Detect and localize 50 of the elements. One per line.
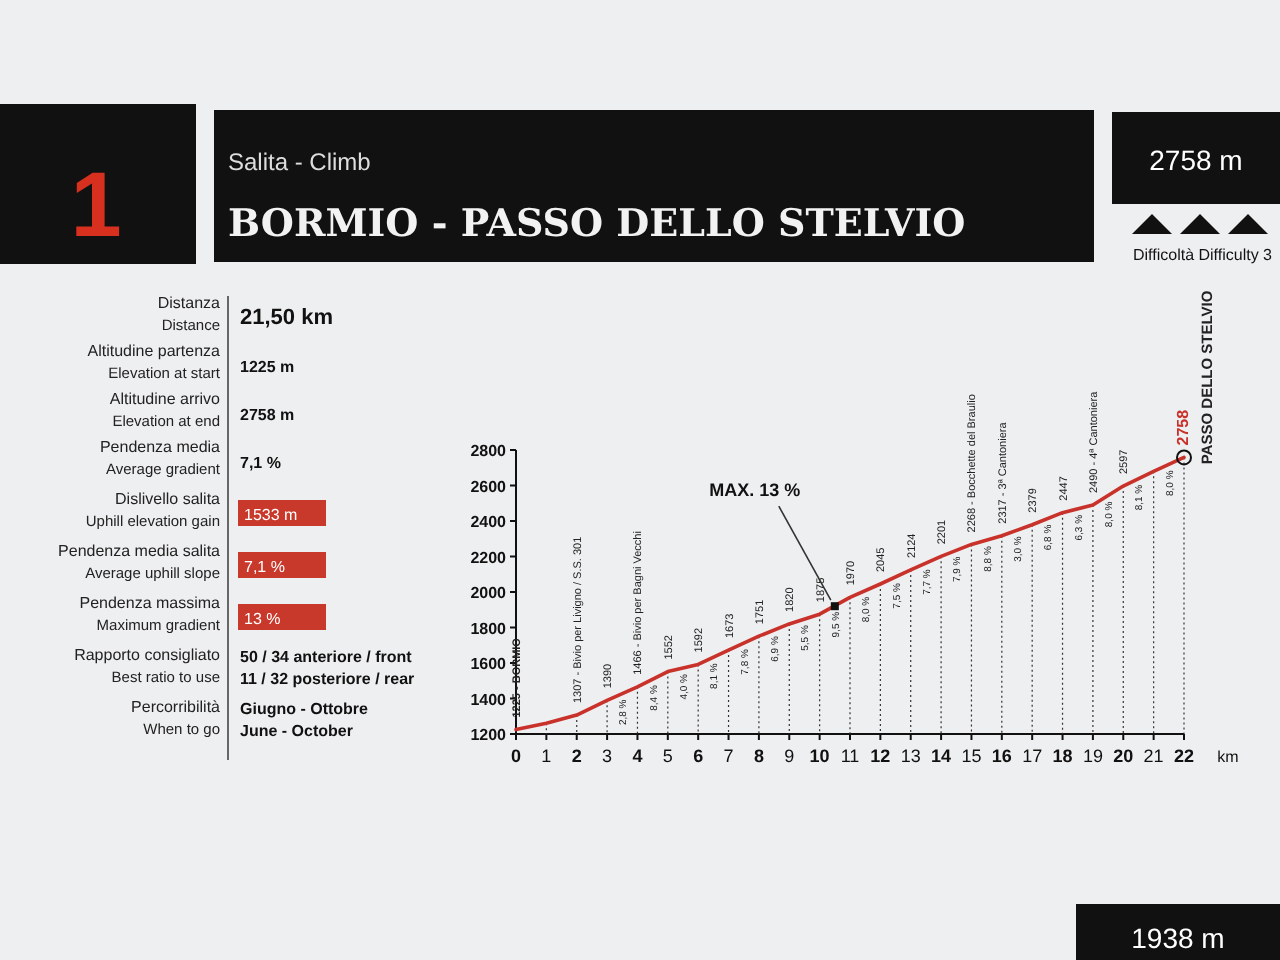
- x-tick-label: 10: [809, 746, 830, 766]
- y-tick-label: 2600: [470, 477, 508, 496]
- text: 13 %: [244, 610, 281, 628]
- x-tick-label: 14: [931, 746, 952, 766]
- x-tick-label: 1: [541, 746, 552, 766]
- text: Salita - Climb: [228, 148, 372, 176]
- y-tick-label: 1600: [470, 655, 508, 673]
- x-tick-label: 20: [1113, 746, 1134, 766]
- text: 50 / 34 anteriore / front 11 / 32 posteriore / rear: [240, 648, 415, 688]
- y-tick-label: 1800: [470, 619, 508, 638]
- text: Giugno - Ottobre June - October: [240, 700, 370, 740]
- x-tick-label: 13: [900, 746, 921, 766]
- x-tick-label: 2: [571, 746, 582, 766]
- text: 7,1 %: [240, 454, 281, 472]
- x-tick-label: 7: [723, 746, 734, 766]
- x-axis-title: km: [1217, 748, 1240, 766]
- x-tick-label: 19: [1082, 746, 1103, 766]
- y-tick-label: 2400: [470, 513, 508, 531]
- y-tick-label: 1200: [470, 726, 508, 744]
- x-tick-label: 8: [753, 746, 764, 766]
- text: 1938 m: [1131, 922, 1225, 954]
- annotation: MAX. 13 %: [709, 480, 801, 501]
- x-tick-label: 12: [870, 746, 891, 766]
- x-tick-label: 4: [632, 746, 643, 766]
- text: Difficoltà Difficulty 3: [1132, 246, 1274, 264]
- chart-title: BORMIO - PASSO DELLO STELVIO: [228, 202, 966, 246]
- x-tick-label: 3: [602, 746, 613, 766]
- text: 7,1 %: [244, 558, 285, 576]
- text: 1: [70, 152, 122, 256]
- x-tick-label: 18: [1052, 746, 1073, 766]
- data-label: 2758: [1174, 408, 1192, 446]
- y-tick-label: 2000: [470, 584, 508, 602]
- x-tick-label: 22: [1173, 746, 1195, 766]
- x-tick-label: 21: [1143, 746, 1164, 766]
- text: 21,50 km: [240, 306, 334, 330]
- x-tick-label: 5: [662, 746, 673, 766]
- text: 2758 m: [1149, 144, 1243, 176]
- x-tick-label: 15: [961, 746, 982, 766]
- text: 1533 m: [244, 506, 299, 524]
- x-tick-label: 6: [693, 746, 704, 766]
- y-tick-label: 1400: [470, 690, 508, 709]
- x-tick-label: 17: [1022, 746, 1043, 766]
- y-tick-label: 2200: [470, 548, 508, 567]
- x-tick-label: 16: [991, 746, 1012, 766]
- y-tick-label: 2800: [470, 442, 508, 460]
- text: 1225 m: [240, 358, 295, 376]
- text: 2758 m: [240, 406, 295, 424]
- x-tick-label: 0: [510, 746, 522, 766]
- x-tick-label: 9: [784, 746, 795, 766]
- x-tick-label: 11: [840, 746, 860, 766]
